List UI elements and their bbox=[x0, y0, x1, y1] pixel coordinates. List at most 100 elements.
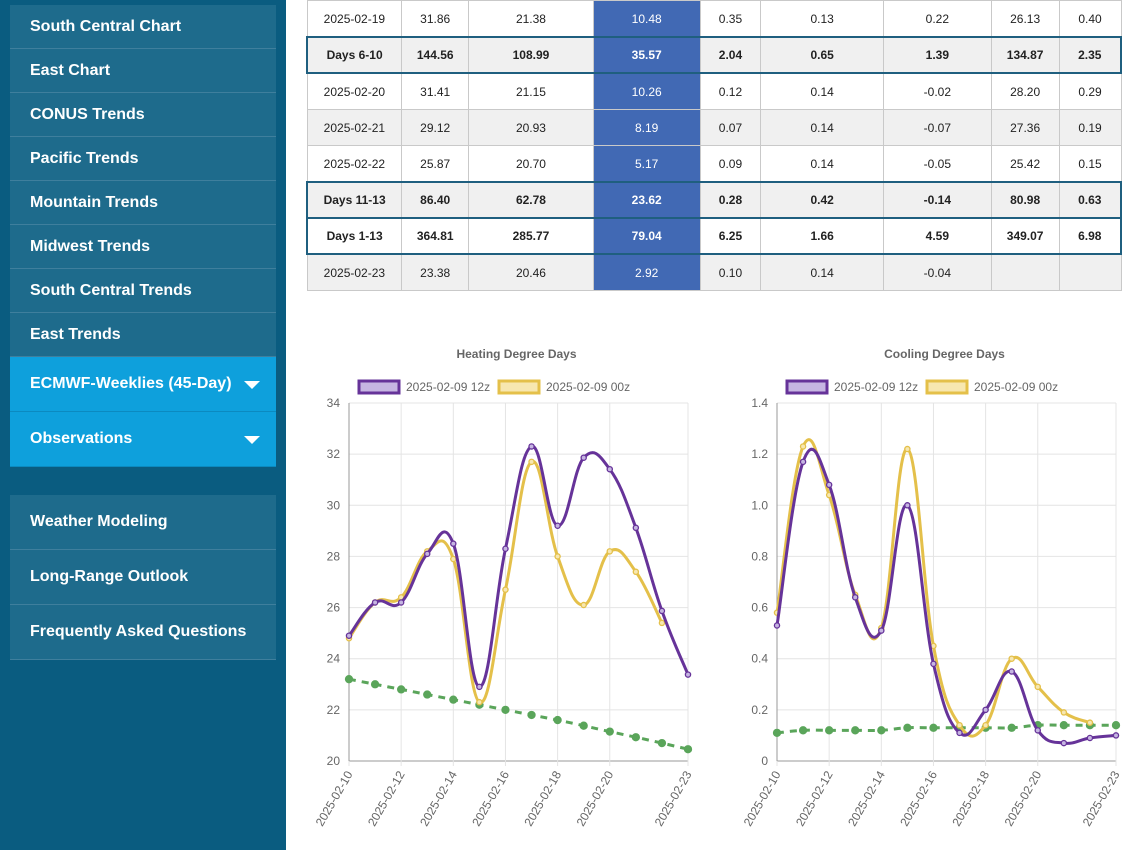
sidebar-item-pacific-trends[interactable]: Pacific Trends bbox=[10, 137, 276, 181]
sidebar-item-east-chart[interactable]: East Chart bbox=[10, 49, 276, 93]
table-cell: 35.57 bbox=[592, 36, 701, 74]
data-point bbox=[370, 680, 380, 689]
table-cell: 0.63 bbox=[1058, 181, 1122, 219]
table-row: 2025-02-23 23.38 20.46 2.92 0.10 0.14 -0.04 bbox=[306, 253, 1122, 291]
table-cell: 0.14 bbox=[760, 72, 884, 110]
table-cell: 21.15 bbox=[468, 72, 594, 110]
sidebar-item-east-trends[interactable]: East Trends bbox=[10, 313, 276, 357]
y-tick-label: 1.4 bbox=[751, 396, 768, 410]
sidebar-item-label: Observations bbox=[30, 430, 133, 447]
table-cell: 26.13 bbox=[990, 0, 1060, 38]
hdd-chart-svg: Heating Degree Days 2025-02-09 12z 2025-02… bbox=[313, 347, 695, 829]
data-point bbox=[476, 683, 483, 691]
y-tick-label: 26 bbox=[327, 601, 341, 615]
x-tick-label: 2025-02-16 bbox=[897, 768, 940, 828]
table-cell: 10.26 bbox=[592, 72, 701, 110]
table-cell: -0.14 bbox=[883, 181, 992, 219]
row-label-cell: Days 1-13 bbox=[306, 217, 403, 255]
sidebar-item-label: Midwest Trends bbox=[30, 237, 151, 255]
data-point bbox=[553, 715, 562, 725]
data-point bbox=[878, 627, 885, 634]
table-cell: 0.12 bbox=[699, 72, 762, 110]
table-row: 2025-02-20 31.41 21.15 10.26 0.12 0.14 -0.02 28… bbox=[306, 72, 1122, 110]
table-cell: 0.14 bbox=[760, 109, 884, 146]
y-tick-label: 22 bbox=[327, 703, 341, 717]
sidebar-item-south-central-chart[interactable]: South Central Chart bbox=[10, 5, 276, 49]
sidebar-item-midwest-trends[interactable]: Midwest Trends bbox=[10, 225, 276, 269]
x-tick-label: 2025-02-10 bbox=[313, 768, 356, 828]
sidebar-item-label: East Chart bbox=[30, 61, 111, 79]
sidebar-item-label: Weather Modeling bbox=[30, 513, 168, 530]
data-point bbox=[851, 726, 860, 735]
data-point bbox=[554, 522, 561, 529]
data-point bbox=[502, 586, 509, 593]
data-point bbox=[554, 553, 561, 560]
cdd-chart-svg: Cooling Degree Days 2025-02-09 12z 2025-02… bbox=[741, 347, 1123, 829]
series-line bbox=[775, 447, 1117, 745]
table-cell: 1.66 bbox=[760, 217, 884, 255]
sidebar-item-faq[interactable]: Frequently Asked Questions bbox=[10, 605, 276, 660]
table-cell: 5.17 bbox=[592, 145, 701, 183]
table-cell: 144.56 bbox=[401, 36, 470, 74]
sidebar-item-label: South Central Trends bbox=[30, 281, 192, 299]
table-cell: 134.87 bbox=[990, 36, 1060, 74]
table-cell: 0.42 bbox=[760, 181, 884, 219]
data-point bbox=[632, 524, 640, 532]
row-label-cell: 2025-02-21 bbox=[306, 109, 403, 146]
legend-label: 2025-02-09 00z bbox=[974, 380, 1058, 394]
sidebar-item-long-range-outlook[interactable]: Long-Range Outlook bbox=[10, 550, 276, 605]
data-point bbox=[580, 601, 587, 609]
table-cell: 0.13 bbox=[760, 0, 884, 38]
table-cell: 29.12 bbox=[401, 109, 470, 146]
data-point bbox=[877, 726, 886, 735]
table-cell bbox=[990, 253, 1060, 291]
data-point bbox=[903, 723, 912, 732]
table-cell: 20.70 bbox=[468, 145, 594, 183]
y-tick-label: 28 bbox=[327, 549, 341, 563]
y-tick-label: 24 bbox=[327, 652, 341, 666]
x-tick-label: 2025-02-14 bbox=[845, 768, 888, 828]
sidebar-item-mountain-trends[interactable]: Mountain Trends bbox=[10, 181, 276, 225]
legend-swatch bbox=[785, 379, 829, 395]
table-cell: 28.20 bbox=[990, 72, 1060, 110]
sidebar-item-south-central-trends[interactable]: South Central Trends bbox=[10, 269, 276, 313]
sidebar-item-ecmwf-weeklies[interactable]: ECMWF-Weeklies (45-Day) bbox=[10, 357, 276, 412]
table-cell: -0.05 bbox=[883, 145, 992, 183]
table-cell: -0.04 bbox=[883, 253, 992, 291]
table-cell: 23.38 bbox=[401, 253, 470, 291]
degree-days-table-container: 2025-02-19 31.86 21.38 10.48 0.35 0.13 0.22 26.… bbox=[306, 0, 1122, 291]
sidebar-item-label: Frequently Asked Questions bbox=[30, 623, 247, 640]
y-tick-label: 1.2 bbox=[751, 447, 768, 461]
row-label-cell: Days 6-10 bbox=[306, 36, 403, 74]
table-cell: 364.81 bbox=[401, 217, 470, 255]
data-point bbox=[1086, 734, 1094, 742]
data-point bbox=[1034, 727, 1042, 734]
data-point bbox=[684, 671, 692, 678]
table-cell: 86.40 bbox=[401, 181, 470, 219]
data-point bbox=[397, 685, 406, 694]
sidebar: South Central Chart East Chart CONUS Tre… bbox=[0, 0, 286, 850]
table-cell: 20.93 bbox=[468, 109, 594, 146]
x-tick-label: 2025-02-12 bbox=[365, 768, 408, 828]
table-cell: 0.28 bbox=[699, 181, 762, 219]
data-point bbox=[502, 545, 509, 553]
data-point bbox=[1008, 668, 1015, 675]
data-point bbox=[606, 465, 614, 473]
table-cell: 25.42 bbox=[990, 145, 1060, 183]
data-point bbox=[982, 721, 989, 729]
sidebar-item-weather-modeling[interactable]: Weather Modeling bbox=[10, 495, 276, 550]
data-point bbox=[450, 555, 457, 563]
sidebar-item-label: Pacific Trends bbox=[30, 149, 139, 167]
x-tick-label: 2025-02-12 bbox=[793, 768, 836, 828]
row-label-cell: 2025-02-22 bbox=[306, 145, 403, 183]
y-tick-label: 30 bbox=[327, 498, 341, 512]
sidebar-item-observations[interactable]: Observations bbox=[10, 412, 276, 467]
sidebar-item-label: CONUS Trends bbox=[30, 105, 145, 123]
table-cell: 23.62 bbox=[592, 181, 701, 219]
table-cell: 0.22 bbox=[883, 0, 992, 38]
sidebar-item-conus-trends[interactable]: CONUS Trends bbox=[10, 93, 276, 137]
table-cell: 2.35 bbox=[1058, 36, 1122, 74]
table-cell: 108.99 bbox=[468, 36, 594, 74]
data-point bbox=[397, 599, 405, 606]
table-cell: 6.25 bbox=[699, 217, 762, 255]
